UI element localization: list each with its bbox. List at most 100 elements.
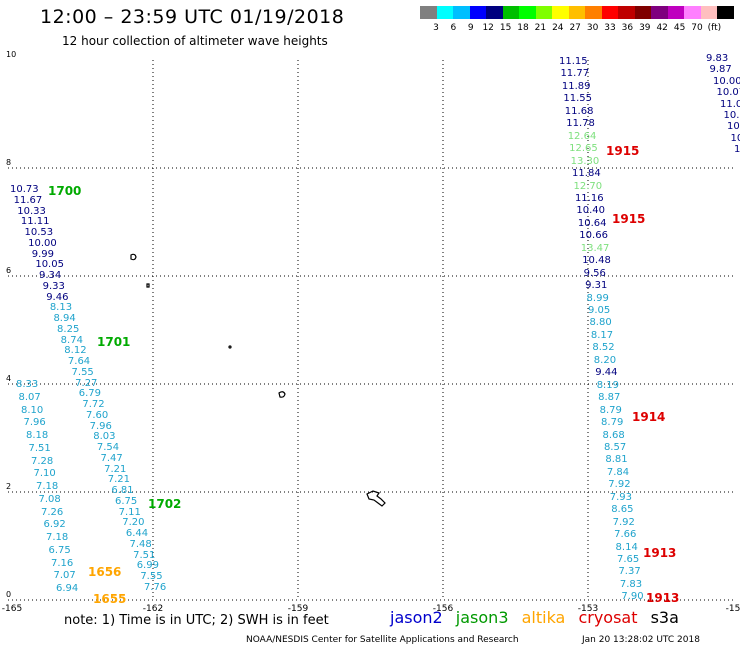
- track-value: 6.99: [136, 560, 159, 572]
- track-value: 13.47: [580, 242, 610, 254]
- track-value: 8.99: [586, 292, 609, 304]
- track-value: 7.51: [133, 549, 156, 561]
- track-value: 7.72: [82, 399, 105, 410]
- pass-time-label: 1913: [643, 546, 677, 560]
- track-value: 8.80: [589, 317, 612, 329]
- track-value: 8.33: [16, 379, 39, 390]
- track-value: 7.27: [75, 377, 98, 389]
- track-value: 7.64: [67, 356, 91, 367]
- track-value: 7.55: [140, 571, 163, 582]
- y-axis-tick-label: 0: [6, 590, 12, 599]
- track-value: 6.75: [114, 495, 138, 507]
- track-value: 10.48: [582, 255, 611, 267]
- track-value: 7.66: [614, 529, 637, 541]
- track-value: 7.18: [36, 481, 59, 492]
- color-swatch: [651, 6, 668, 19]
- track-value: 9.46: [46, 291, 69, 303]
- pass-time-label: 1915: [606, 144, 640, 158]
- color-swatch: [535, 6, 553, 19]
- legend-altika: altika: [521, 608, 566, 627]
- legend-jason2: jason2: [390, 608, 443, 627]
- color-scale-tick: 45: [673, 23, 686, 33]
- track-value: 7.07: [53, 570, 76, 582]
- color-swatch: [684, 6, 701, 19]
- track-value: 8.03: [93, 431, 116, 443]
- track-value: 11.55: [563, 93, 592, 105]
- track-value: 11.89: [561, 80, 591, 92]
- track-value: 7.96: [89, 420, 112, 432]
- track-value: 7.83: [619, 578, 643, 590]
- track-value: 7.65: [617, 554, 640, 565]
- track-value: 6.44: [125, 528, 149, 539]
- color-scale-tick: 39: [639, 23, 651, 33]
- track-value: 8.79: [599, 404, 622, 416]
- page-title: 12:00 – 23:59 UTC 01/19/2018: [40, 6, 345, 28]
- color-scale-tick: 12: [482, 23, 494, 33]
- track-value: 7.08: [38, 493, 61, 505]
- island-outlines: [130, 253, 386, 507]
- track-value: 9.31: [585, 280, 608, 292]
- track-value: 7.21: [104, 463, 127, 475]
- color-swatch: [618, 6, 635, 19]
- track-value: 8.18: [26, 430, 49, 441]
- color-scale-tick: 6: [450, 23, 457, 33]
- track-value: 11.67: [13, 194, 43, 206]
- track-value: 7.60: [86, 409, 109, 421]
- x-axis-tick-label: -165: [1, 604, 23, 614]
- track-value: 7.51: [28, 442, 51, 454]
- color-scale-tick: 33: [604, 23, 616, 33]
- track-value: 11.11: [20, 216, 50, 228]
- track-value: 12.70: [573, 180, 603, 192]
- track-value: 11.16: [574, 192, 604, 204]
- y-axis-tick-label: 4: [6, 374, 12, 383]
- track-value: 8.81: [605, 454, 628, 466]
- color-scale-tick: 36: [621, 23, 634, 33]
- track-value: 8.13: [49, 302, 73, 314]
- legend-jason3: jason3: [455, 608, 509, 627]
- track-value: 8.79: [601, 417, 624, 429]
- color-swatch: [700, 6, 718, 19]
- track-value: 7.93: [609, 491, 633, 503]
- y-axis-tick-label: 8: [6, 158, 12, 167]
- track-value: 8.57: [603, 441, 627, 453]
- color-swatch: [717, 6, 734, 19]
- track-value: 11.0: [720, 98, 740, 110]
- track-value: 10.8: [723, 110, 740, 121]
- track-value: 8.68: [602, 429, 625, 441]
- color-scale-tick: 15: [499, 23, 512, 33]
- track-value: 9.83: [706, 53, 729, 64]
- track-value: 12.65: [569, 143, 598, 155]
- color-swatch: [486, 6, 503, 19]
- track-value: 9.33: [42, 280, 65, 292]
- track-value: 7.54: [96, 442, 120, 453]
- track-value: 6.75: [48, 544, 71, 556]
- legend-cryosat: cryosat: [578, 608, 638, 627]
- x-axis-tick-label: -15: [725, 604, 740, 614]
- pass-time-label: 1915: [612, 212, 646, 226]
- track-value: 10: [730, 132, 740, 144]
- legend-s3a: s3a: [650, 608, 679, 627]
- track-value: 9.05: [588, 305, 611, 316]
- track-value: 7.28: [31, 455, 54, 467]
- track-value: 10.40: [576, 205, 606, 217]
- color-scale-tick: 24: [552, 23, 564, 33]
- color-swatch: [519, 6, 536, 19]
- track-value: 9.99: [31, 248, 54, 260]
- color-scale-tick: 18: [517, 23, 529, 33]
- pass-time-label: 1700: [48, 184, 82, 198]
- track-value: 6.92: [43, 519, 66, 531]
- track-value: 7.37: [618, 566, 641, 578]
- track-value: 7.48: [129, 538, 152, 550]
- track-value: 11.77: [560, 68, 590, 80]
- track-value: 6.79: [78, 388, 102, 400]
- track-value: 9.44: [595, 367, 618, 379]
- color-swatch: [634, 6, 652, 19]
- track-value: 10.33: [17, 205, 46, 217]
- pass-time-label: 1655: [93, 592, 127, 606]
- track-value: 11.84: [572, 168, 601, 180]
- color-scale-tick: 27: [569, 23, 581, 33]
- track-value: 7.21: [107, 474, 130, 486]
- y-axis-tick-label: 10: [6, 50, 17, 59]
- track-value: 7.96: [23, 417, 46, 429]
